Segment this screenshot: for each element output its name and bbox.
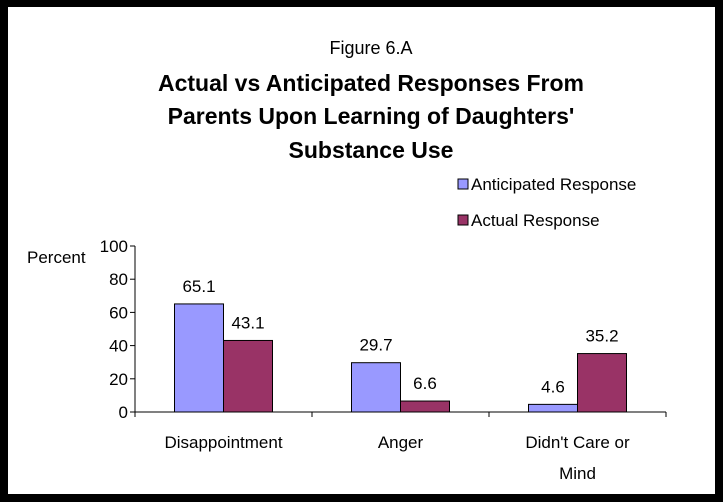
y-axis-title: Percent: [27, 248, 86, 267]
y-tick-label: 0: [119, 403, 128, 422]
y-axis: 0 20 40 60 80 100: [100, 237, 136, 422]
bar-value-label: 4.6: [541, 377, 565, 396]
y-tick-label: 40: [109, 337, 128, 356]
chart-title-line-3: Substance Use: [289, 137, 454, 163]
bar-value-label: 43.1: [231, 313, 264, 332]
bar-labels: 65.1 43.1 29.7 6.6 4.6 35.2: [182, 277, 618, 396]
chart-panel: Figure 6.A Actual vs Anticipated Respons…: [8, 7, 715, 494]
legend-label-anticipated: Anticipated Response: [471, 175, 636, 194]
bar-actual: [577, 353, 627, 413]
y-tick-label: 60: [109, 303, 128, 322]
legend: Anticipated Response Actual Response: [457, 175, 636, 230]
bar-actual: [400, 400, 450, 413]
figure-label: Figure 6.A: [329, 38, 412, 58]
bar-value-label: 35.2: [585, 327, 618, 346]
x-axis-labels: Disappointment Anger Didn't Care or Mind: [164, 433, 630, 483]
x-tick-label: Disappointment: [164, 433, 282, 452]
x-tick-label: Anger: [378, 433, 424, 452]
bars: [174, 303, 627, 413]
legend-swatch-anticipated: [457, 178, 469, 190]
bar-anticipated: [528, 403, 578, 413]
bar-value-label: 6.6: [413, 374, 437, 393]
legend-label-actual: Actual Response: [471, 211, 600, 230]
bar-value-label: 65.1: [182, 277, 215, 296]
bar-anticipated: [174, 303, 224, 413]
bar-value-label: 29.7: [359, 336, 392, 355]
bar-actual: [223, 339, 273, 413]
x-tick-label: Didn't Care or: [525, 433, 630, 452]
legend-swatch-actual: [457, 214, 469, 226]
y-tick-label: 20: [109, 370, 128, 389]
chart-title-line-1: Actual vs Anticipated Responses From: [158, 70, 584, 96]
bar-chart: Figure 6.A Actual vs Anticipated Respons…: [27, 38, 667, 483]
bar-anticipated: [351, 362, 401, 413]
x-tick-label: Mind: [559, 464, 596, 483]
chart-title-line-2: Parents Upon Learning of Daughters': [168, 103, 575, 129]
y-tick-label: 80: [109, 270, 128, 289]
x-axis: [134, 411, 667, 417]
y-tick-label: 100: [100, 237, 128, 256]
